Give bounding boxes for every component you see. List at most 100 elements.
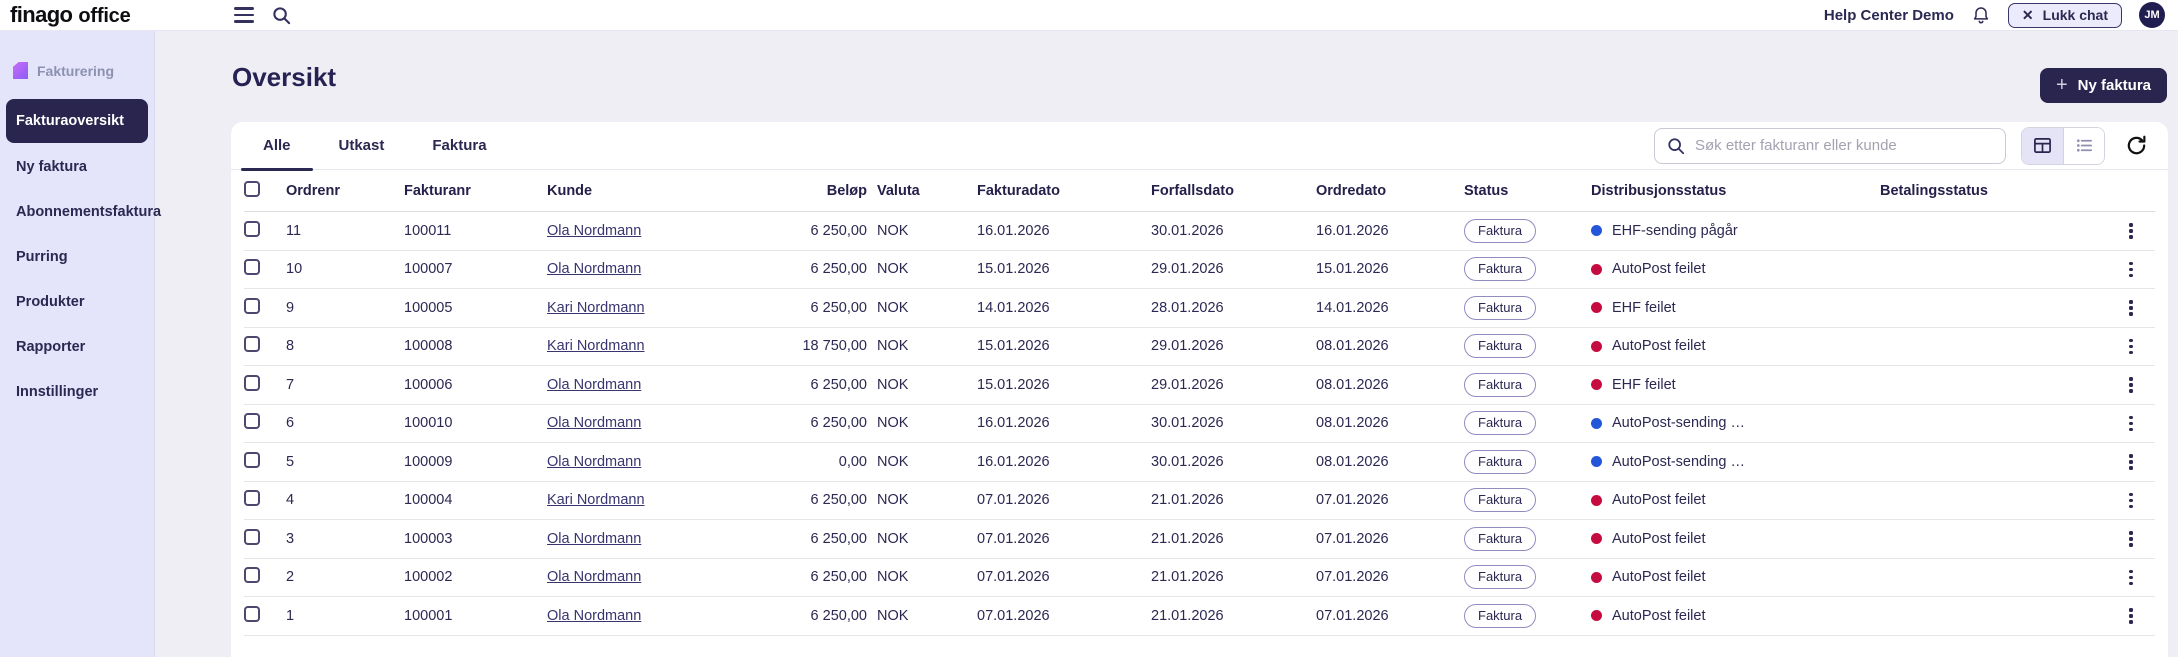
- cell-fakturanr: 100003: [404, 531, 547, 547]
- row-checkbox[interactable]: [244, 606, 260, 622]
- tab-utkast[interactable]: Utkast: [315, 122, 409, 169]
- row-checkbox[interactable]: [244, 221, 260, 237]
- cell-distribusjonsstatus: AutoPost feilet: [1591, 531, 1880, 547]
- cell-valuta: NOK: [877, 377, 977, 393]
- table-row[interactable]: 2 100002 Ola Nordmann 6 250,00 NOK 07.01…: [244, 559, 2155, 598]
- table-row[interactable]: 10 100007 Ola Nordmann 6 250,00 NOK 15.0…: [244, 251, 2155, 290]
- customer-link[interactable]: Ola Nordmann: [547, 415, 641, 431]
- cell-belop: 6 250,00: [777, 300, 877, 316]
- invoice-search-box[interactable]: [1654, 128, 2006, 164]
- kebab-menu-icon[interactable]: [2125, 450, 2137, 474]
- table-row[interactable]: 6 100010 Ola Nordmann 6 250,00 NOK 16.01…: [244, 405, 2155, 444]
- customer-link[interactable]: Kari Nordmann: [547, 338, 645, 354]
- row-checkbox[interactable]: [244, 259, 260, 275]
- table-row[interactable]: 4 100004 Kari Nordmann 6 250,00 NOK 07.0…: [244, 482, 2155, 521]
- kebab-menu-icon[interactable]: [2125, 527, 2137, 551]
- row-checkbox[interactable]: [244, 336, 260, 352]
- cell-fakturanr: 100001: [404, 608, 547, 624]
- sidebar-item-innstillinger[interactable]: Innstillinger: [0, 369, 154, 414]
- customer-link[interactable]: Ola Nordmann: [547, 608, 641, 624]
- row-checkbox[interactable]: [244, 298, 260, 314]
- cell-distribusjonsstatus: EHF-sending pågår: [1591, 223, 1880, 239]
- row-checkbox[interactable]: [244, 567, 260, 583]
- kebab-menu-icon[interactable]: [2125, 219, 2137, 243]
- tab-alle[interactable]: Alle: [239, 122, 315, 169]
- row-checkbox[interactable]: [244, 529, 260, 545]
- notifications-bell-icon[interactable]: [1971, 5, 1991, 26]
- new-invoice-button[interactable]: + Ny faktura: [2040, 68, 2167, 103]
- table-row[interactable]: 11 100011 Ola Nordmann 6 250,00 NOK 16.0…: [244, 212, 2155, 251]
- row-checkbox[interactable]: [244, 490, 260, 506]
- kebab-menu-icon[interactable]: [2125, 373, 2137, 397]
- cell-fakturadato: 07.01.2026: [977, 608, 1151, 624]
- sidebar-item-abonnementsfaktura[interactable]: Abonnementsfaktura: [0, 189, 154, 234]
- cell-fakturadato: 16.01.2026: [977, 454, 1151, 470]
- list-view-icon[interactable]: [2063, 128, 2104, 164]
- table-row[interactable]: 1 100001 Ola Nordmann 6 250,00 NOK 07.01…: [244, 597, 2155, 636]
- menu-icon[interactable]: [234, 7, 254, 23]
- cell-belop: 6 250,00: [777, 569, 877, 585]
- sidebar-item-ny-faktura[interactable]: Ny faktura: [0, 144, 154, 189]
- table-view-icon[interactable]: [2022, 128, 2063, 164]
- row-checkbox[interactable]: [244, 375, 260, 391]
- card-header: Alle Utkast Faktura: [231, 122, 2168, 170]
- header-belop: Beløp: [777, 183, 877, 199]
- cell-ordredato: 08.01.2026: [1316, 454, 1464, 470]
- kebab-menu-icon[interactable]: [2125, 335, 2137, 359]
- new-invoice-label: Ny faktura: [2078, 77, 2151, 94]
- cell-belop: 0,00: [777, 454, 877, 470]
- kebab-menu-icon[interactable]: [2125, 566, 2137, 590]
- customer-link[interactable]: Ola Nordmann: [547, 454, 641, 470]
- top-bar: finago office Help Center Demo ✕ Lukk ch…: [0, 0, 2178, 31]
- customer-link[interactable]: Ola Nordmann: [547, 569, 641, 585]
- customer-link[interactable]: Kari Nordmann: [547, 492, 645, 508]
- customer-link[interactable]: Ola Nordmann: [547, 261, 641, 277]
- table-row[interactable]: 8 100008 Kari Nordmann 18 750,00 NOK 15.…: [244, 328, 2155, 367]
- cell-distribusjonsstatus: EHF feilet: [1591, 377, 1880, 393]
- sidebar-item-rapporter[interactable]: Rapporter: [0, 324, 154, 369]
- kebab-menu-icon[interactable]: [2125, 296, 2137, 320]
- distribution-status-label: AutoPost-sending …: [1612, 454, 1745, 470]
- cell-ordredato: 08.01.2026: [1316, 338, 1464, 354]
- distribution-status-label: AutoPost feilet: [1612, 338, 1706, 354]
- cell-ordredato: 07.01.2026: [1316, 492, 1464, 508]
- row-checkbox[interactable]: [244, 452, 260, 468]
- table-row[interactable]: 3 100003 Ola Nordmann 6 250,00 NOK 07.01…: [244, 520, 2155, 559]
- status-badge: Faktura: [1464, 373, 1536, 397]
- cell-fakturanr: 100009: [404, 454, 547, 470]
- select-all-checkbox[interactable]: [244, 181, 260, 197]
- refresh-icon[interactable]: [2120, 130, 2152, 162]
- invoice-document-icon: [13, 62, 28, 79]
- kebab-menu-icon[interactable]: [2125, 604, 2137, 628]
- cell-fakturadato: 14.01.2026: [977, 300, 1151, 316]
- table-body: 11 100011 Ola Nordmann 6 250,00 NOK 16.0…: [244, 212, 2155, 636]
- search-input[interactable]: [1695, 137, 1995, 154]
- customer-link[interactable]: Ola Nordmann: [547, 377, 641, 393]
- status-badge: Faktura: [1464, 411, 1536, 435]
- user-avatar[interactable]: JM: [2139, 2, 2165, 28]
- sidebar-item-purring[interactable]: Purring: [0, 234, 154, 279]
- cell-forfallsdato: 21.01.2026: [1151, 569, 1316, 585]
- header-ordredato: Ordredato: [1316, 183, 1464, 199]
- row-checkbox[interactable]: [244, 413, 260, 429]
- close-chat-button[interactable]: ✕ Lukk chat: [2008, 3, 2122, 28]
- kebab-menu-icon[interactable]: [2125, 489, 2137, 513]
- customer-link[interactable]: Ola Nordmann: [547, 531, 641, 547]
- search-icon[interactable]: [272, 6, 291, 30]
- table-row[interactable]: 9 100005 Kari Nordmann 6 250,00 NOK 14.0…: [244, 289, 2155, 328]
- kebab-menu-icon[interactable]: [2125, 258, 2137, 282]
- table-row[interactable]: 5 100009 Ola Nordmann 0,00 NOK 16.01.202…: [244, 443, 2155, 482]
- kebab-menu-icon[interactable]: [2125, 412, 2137, 436]
- distribution-status-dot: [1591, 495, 1602, 506]
- cell-ordrenr: 6: [286, 415, 404, 431]
- sidebar-item-produkter[interactable]: Produkter: [0, 279, 154, 324]
- logo-secondary: office: [78, 5, 130, 28]
- customer-link[interactable]: Kari Nordmann: [547, 300, 645, 316]
- tab-faktura[interactable]: Faktura: [408, 122, 510, 169]
- sidebar-item-fakturaoversikt[interactable]: Fakturaoversikt: [6, 99, 148, 143]
- table-row[interactable]: 7 100006 Ola Nordmann 6 250,00 NOK 15.01…: [244, 366, 2155, 405]
- cell-fakturadato: 15.01.2026: [977, 338, 1151, 354]
- customer-link[interactable]: Ola Nordmann: [547, 223, 641, 239]
- cell-forfallsdato: 21.01.2026: [1151, 492, 1316, 508]
- distribution-status-label: AutoPost-sending …: [1612, 415, 1745, 431]
